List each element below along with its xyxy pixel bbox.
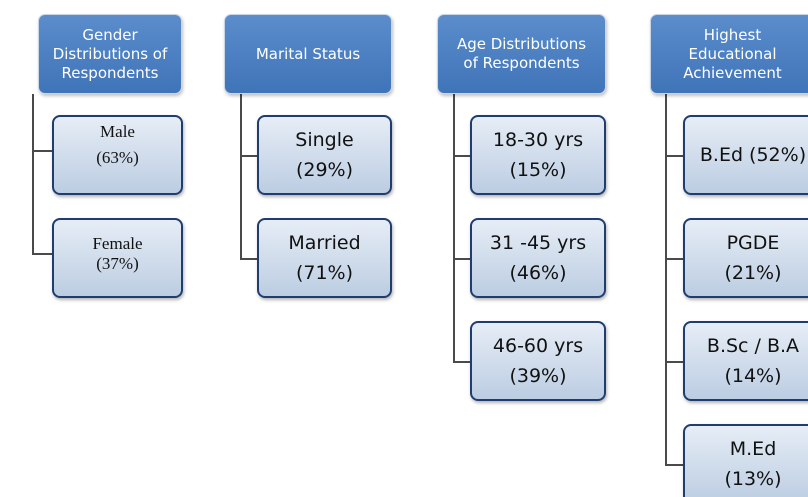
item-text: Female — [92, 234, 143, 253]
connector — [665, 361, 683, 363]
item-box: Married (71%) — [257, 218, 392, 298]
item-box: B.Sc / B.A (14%) — [683, 321, 808, 401]
item-text: 31 -45 yrs — [489, 232, 587, 254]
connector — [665, 464, 683, 466]
header-box: Marital Status — [224, 14, 392, 94]
header-text: Distributions of — [52, 44, 168, 63]
item-text: (15%) — [509, 159, 567, 181]
item-box: M.Ed (13%) — [683, 424, 808, 497]
connector — [453, 155, 470, 157]
item-box: Single (29%) — [257, 115, 392, 195]
item-text: (29%) — [295, 159, 354, 181]
item-box: Female (37%) — [52, 218, 183, 298]
header-box: Age Distributions of Respondents — [437, 14, 606, 94]
header-text: of Respondents — [463, 54, 580, 72]
item-text: 46-60 yrs — [492, 335, 584, 357]
item-text: 18-30 yrs — [492, 129, 584, 151]
item-text: (21%) — [724, 262, 782, 284]
connector — [240, 94, 242, 260]
header-text: Respondents — [61, 63, 159, 82]
header-text: Gender — [82, 25, 138, 44]
connector — [32, 150, 52, 152]
header-text: Achievement — [683, 63, 782, 82]
item-text: (63%) — [96, 148, 139, 167]
item-text: (46%) — [509, 262, 567, 284]
header-text: Age Distributions — [456, 35, 587, 53]
header-text: Educational — [688, 44, 777, 63]
item-text: (71%) — [295, 262, 354, 284]
connector — [32, 94, 34, 255]
item-text: B.Ed (52%) — [699, 144, 807, 166]
header-text: Marital Status — [255, 44, 361, 63]
item-box: 46-60 yrs (39%) — [470, 321, 606, 401]
connector — [453, 94, 455, 363]
item-box: Male (63%) — [52, 115, 183, 195]
item-text: Single — [295, 129, 354, 151]
item-text: (13%) — [724, 468, 782, 490]
item-box: 18-30 yrs (15%) — [470, 115, 606, 195]
connector — [665, 258, 683, 260]
item-text: (14%) — [724, 365, 782, 387]
connector — [665, 155, 683, 157]
header-box: Highest Educational Achievement — [650, 14, 808, 94]
header-box: Gender Distributions of Respondents — [38, 14, 182, 94]
item-box: B.Ed (52%) — [683, 115, 808, 195]
connector — [240, 155, 257, 157]
connector — [453, 361, 470, 363]
item-text: Married — [288, 232, 361, 254]
item-box: PGDE (21%) — [683, 218, 808, 298]
connector — [665, 94, 667, 466]
item-box: 31 -45 yrs (46%) — [470, 218, 606, 298]
connector — [453, 258, 470, 260]
item-text: (39%) — [509, 365, 567, 387]
item-text: PGDE — [726, 232, 780, 254]
item-text: B.Sc / B.A — [706, 335, 800, 357]
item-text: Male — [100, 122, 135, 141]
item-text: (37%) — [96, 254, 139, 273]
connector — [240, 258, 257, 260]
header-text: Highest — [703, 25, 762, 44]
item-text: M.Ed — [729, 438, 777, 460]
connector — [32, 253, 52, 255]
